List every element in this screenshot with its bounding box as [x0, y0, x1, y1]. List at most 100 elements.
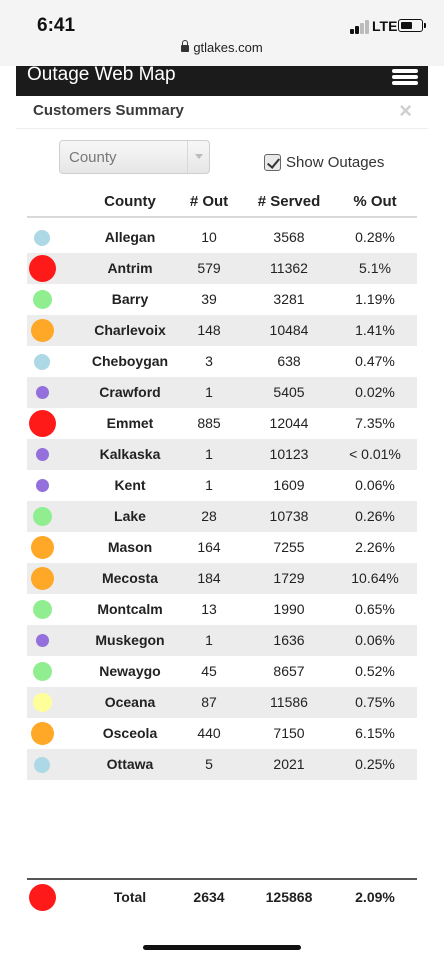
- cell-county: Crawford: [99, 384, 161, 400]
- cell-county: Newaygo: [99, 663, 161, 679]
- cell-county: Kent: [114, 477, 146, 493]
- cell-pct-out: 2.26%: [355, 539, 395, 555]
- table-row[interactable]: Charlevoix 148 10484 1.41%: [27, 315, 417, 346]
- panel-title: Customers Summary: [33, 102, 184, 119]
- cell-out: 440: [197, 725, 221, 741]
- show-outages-checkbox[interactable]: [264, 154, 281, 171]
- cell-served: 10738: [269, 508, 309, 524]
- cell-pct-out: 6.15%: [355, 725, 395, 741]
- cell-pct-out: 1.41%: [355, 322, 395, 338]
- cell-served: 11362: [270, 260, 308, 276]
- outage-indicator-dot: [34, 353, 50, 370]
- cell-out: 885: [197, 415, 221, 431]
- cell-out: 1: [205, 384, 213, 400]
- home-indicator: [143, 945, 301, 950]
- total-out: 2634: [193, 889, 225, 905]
- menu-icon[interactable]: [392, 69, 418, 85]
- header-pct-out[interactable]: % Out: [353, 193, 397, 210]
- cell-county: Lake: [114, 508, 146, 524]
- cell-served: 10123: [269, 446, 309, 462]
- table-row[interactable]: Cheboygan 3 638 0.47%: [27, 346, 417, 377]
- cell-out: 184: [197, 570, 221, 586]
- cell-served: 3568: [273, 229, 305, 245]
- cell-out: 148: [197, 322, 221, 338]
- table-row[interactable]: Kent 1 1609 0.06%: [27, 470, 417, 501]
- cell-pct-out: 1.19%: [355, 291, 395, 307]
- cell-pct-out: 0.06%: [355, 632, 395, 648]
- table-row[interactable]: Mecosta 184 1729 10.64%: [27, 563, 417, 594]
- table-header: County # Out # Served % Out: [27, 186, 417, 218]
- cell-served: 2021: [273, 756, 305, 772]
- cell-served: 10484: [269, 322, 309, 338]
- table-row[interactable]: Emmet 885 12044 7.35%: [27, 408, 417, 439]
- table-row[interactable]: Montcalm 13 1990 0.65%: [27, 594, 417, 625]
- total-pct: 2.09%: [355, 889, 395, 905]
- table-row[interactable]: Ottawa 5 2021 0.25%: [27, 749, 417, 780]
- cell-served: 3281: [273, 291, 305, 307]
- cell-county: Osceola: [102, 725, 158, 741]
- app-title: Outage Web Map: [27, 64, 176, 85]
- cell-out: 45: [201, 663, 217, 679]
- header-served[interactable]: # Served: [257, 193, 321, 210]
- cell-served: 1990: [273, 601, 305, 617]
- cell-out: 28: [201, 508, 217, 524]
- outage-indicator-dot: [34, 756, 50, 773]
- outage-indicator-dot: [32, 662, 52, 681]
- total-row: Total 2634 125868 2.09%: [27, 880, 417, 914]
- table-row[interactable]: Barry 39 3281 1.19%: [27, 284, 417, 315]
- table-row[interactable]: Newaygo 45 8657 0.52%: [27, 656, 417, 687]
- total-label: Total: [113, 889, 147, 905]
- app-header: Outage Web Map: [16, 64, 428, 96]
- cell-out: 13: [201, 601, 217, 617]
- table-row[interactable]: Crawford 1 5405 0.02%: [27, 377, 417, 408]
- table-row[interactable]: Oceana 87 11586 0.75%: [27, 687, 417, 718]
- divider: [16, 128, 428, 129]
- cell-county: Cheboygan: [91, 353, 169, 369]
- customers-summary-panel: Customers Summary × County Show Outages …: [16, 96, 428, 960]
- table-row[interactable]: Muskegon 1 1636 0.06%: [27, 625, 417, 656]
- outage-indicator-dot: [35, 386, 49, 399]
- cell-county: Kalkaska: [99, 446, 161, 462]
- header-county[interactable]: County: [104, 193, 156, 210]
- url-text: gtlakes.com: [193, 40, 263, 55]
- close-icon[interactable]: ×: [399, 98, 412, 123]
- cell-out: 39: [201, 291, 217, 307]
- cell-pct-out: 10.64%: [351, 570, 399, 586]
- cell-served: 1729: [273, 570, 305, 586]
- show-outages-label[interactable]: Show Outages: [286, 154, 385, 171]
- cell-county: Mecosta: [101, 570, 159, 586]
- status-bar: 6:41 LTE: [0, 0, 444, 44]
- cell-county: Montcalm: [97, 601, 163, 617]
- outage-indicator-dot: [28, 883, 56, 911]
- outage-indicator-dot: [32, 290, 52, 309]
- cell-pct-out: 0.02%: [355, 384, 395, 400]
- outage-indicator-dot: [28, 255, 56, 282]
- outage-indicator-dot: [30, 567, 54, 590]
- cell-pct-out: 0.28%: [355, 229, 395, 245]
- table-row[interactable]: Lake 28 10738 0.26%: [27, 501, 417, 532]
- cell-served: 7150: [273, 725, 305, 741]
- cell-out: 3: [205, 353, 213, 369]
- cell-pct-out: 5.1%: [359, 260, 391, 276]
- battery-icon: [398, 19, 426, 32]
- cell-out: 10: [201, 229, 217, 245]
- total-divider: [27, 878, 417, 880]
- group-by-select[interactable]: County: [59, 140, 210, 174]
- table-row[interactable]: Osceola 440 7150 6.15%: [27, 718, 417, 749]
- outage-indicator-dot: [35, 634, 49, 647]
- url-bar[interactable]: gtlakes.com: [0, 40, 444, 66]
- cell-served: 7255: [273, 539, 305, 555]
- cell-pct-out: 0.65%: [355, 601, 395, 617]
- signal-icon: [350, 20, 370, 34]
- cell-served: 12044: [269, 415, 309, 431]
- table-row[interactable]: Kalkaska 1 10123 < 0.01%: [27, 439, 417, 470]
- table-row[interactable]: Allegan 10 3568 0.28%: [27, 222, 417, 253]
- cell-pct-out: 0.26%: [355, 508, 395, 524]
- table-row[interactable]: Mason 164 7255 2.26%: [27, 532, 417, 563]
- cell-served: 1609: [273, 477, 305, 493]
- table-row[interactable]: Antrim 579 11362 5.1%: [27, 253, 417, 284]
- outage-indicator-dot: [28, 410, 56, 437]
- outage-indicator-dot: [30, 319, 54, 342]
- cell-served: 5405: [273, 384, 305, 400]
- header-out[interactable]: # Out: [189, 193, 229, 210]
